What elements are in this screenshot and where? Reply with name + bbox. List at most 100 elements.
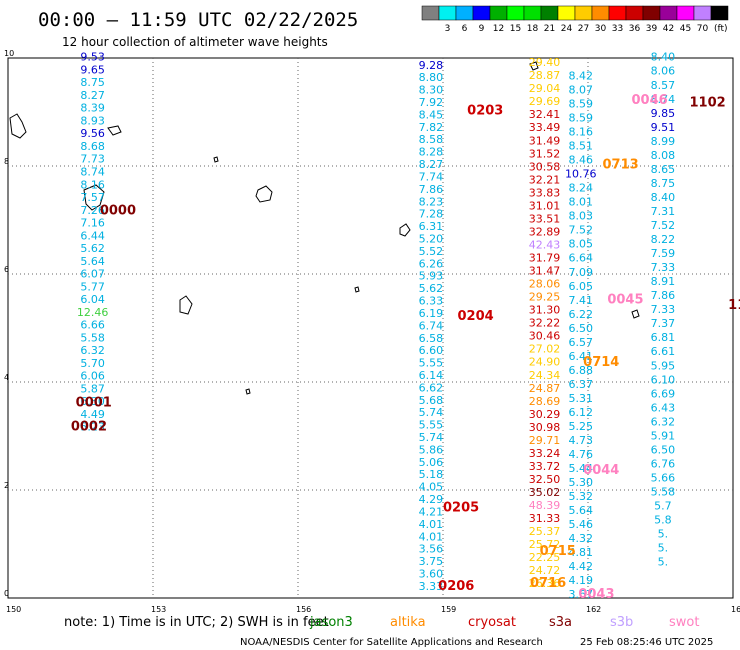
wave-height-label: 30.58 [529,160,561,173]
wave-height-label: 6.33 [419,295,444,308]
pass-time-label: 0002 [71,420,107,435]
source-label: altika [390,615,426,630]
wave-height-label: 8.39 [80,102,105,115]
wave-height-label: 30.29 [529,408,561,421]
wave-height-label: 29.71 [529,434,561,447]
pass-time-label: 0000 [100,204,136,219]
wave-height-label: 3.67 [569,588,594,601]
wave-height-label: 7.92 [419,96,444,109]
wave-height-label: 33.51 [529,212,561,225]
legend-label: 70 [697,24,709,34]
chart-title: 00:00 – 11:59 UTC 02/22/2025 [38,9,358,31]
wave-height-label: 7.52 [569,224,594,237]
legend-label: 24 [561,24,573,34]
wave-height-label: 8.99 [651,135,676,148]
wave-height-label: 5.58 [651,485,676,498]
legend-swatch [540,5,559,21]
wave-height-label: 8.74 [80,165,105,178]
pass-time-label: 0001 [76,395,112,410]
wave-height-label: 26.36 [529,577,561,590]
wave-height-label: 6.31 [419,220,444,233]
wave-height-label: 5.58 [80,331,105,344]
wave-height-label: 8.06 [651,65,676,78]
wave-height-label: 6.69 [651,387,676,400]
wave-height-label: 8.42 [569,70,594,83]
island-outline [107,125,122,136]
legend-swatch [591,5,610,21]
wave-height-label: 8.08 [651,149,676,162]
gridlines [8,58,733,598]
wave-height-label: 7.37 [651,317,676,330]
wave-height-label: 7.33 [651,261,676,274]
wave-height-label: 31.47 [529,265,561,278]
wave-height-label: 6.26 [419,257,444,270]
wave-height-label: 7.57 [80,191,105,204]
wave-height-label: 6.22 [569,308,594,321]
wave-height-label: 22.25 [529,551,561,564]
wave-height-label: 10.76 [565,168,597,181]
wave-height-label: 8.58 [419,133,444,146]
legend-label: 39 [646,24,658,34]
wave-height-label: 5.06 [419,456,444,469]
wave-height-label: 28.87 [529,69,561,82]
legend-label: 33 [612,24,623,34]
wave-height-label: 32.21 [529,173,561,186]
wave-height-label: 32.22 [529,317,561,330]
wave-height-label: 8.23 [419,195,444,208]
wave-height-label: 5.52 [419,245,444,258]
wave-height-label: 7.41 [569,294,594,307]
wave-height-label: 7.26 [80,204,105,217]
wave-height-label: 24.90 [529,356,561,369]
wave-height-label: 6.50 [569,322,594,335]
wave-height-label: 5.74 [419,431,444,444]
wave-height-label: 5.64 [80,255,105,268]
wave-height-label: 7.31 [651,205,676,218]
pass-time-label: 0716 [530,576,566,591]
pass-time-label: 0043 [578,587,614,602]
legend-swatch [506,5,525,21]
wave-height-label: 6.04 [80,293,105,306]
y-tick-label: 2 [4,481,9,490]
wave-height-label: 6.64 [569,252,594,265]
legend-label: 12 [493,24,504,34]
wave-height-label: 27.02 [529,343,561,356]
wave-height-label: 5.86 [419,443,444,456]
wave-height-label: 6.32 [651,415,676,428]
island-outline [631,309,640,319]
wave-height-label: 5.68 [419,394,444,407]
wave-height-label: 6.06 [80,370,105,383]
footer-credit: NOAA/NESDIS Center for Satellite Applica… [240,637,543,648]
wave-height-label: 8.46 [569,154,594,167]
wave-height-label: 4.49 [80,408,105,421]
wave-height-label: 8.51 [569,140,594,153]
wave-height-label: 8.27 [419,158,444,171]
wave-height-label: 5. [658,556,669,569]
pass-time-label: 0044 [583,463,619,478]
x-tick-label: 165 [731,605,740,614]
wave-height-label: 35.02 [529,486,561,499]
wave-height-label: 7.86 [419,183,444,196]
y-tick-label: 6 [4,265,9,274]
wave-height-label: 5.95 [651,359,676,372]
wave-height-label: 7.09 [569,266,594,279]
pass-time-label: 0206 [438,579,474,594]
wave-height-label: 8.75 [80,76,105,89]
wave-height-label: 5.30 [569,476,594,489]
wave-height-label: 9.56 [80,127,105,140]
y-tick-label: 0 [4,589,9,598]
wave-height-label: 25.37 [529,525,561,538]
source-label: s3b [610,615,633,630]
island-outline [354,286,360,293]
wave-height-label: 8.40 [651,191,676,204]
legend-swatch [438,5,457,21]
wave-height-label: 6.60 [419,344,444,357]
wave-height-label: 5. [658,528,669,541]
y-tick-label: 8 [4,157,9,166]
wave-height-label: 24.34 [529,369,561,382]
wave-height-label: 28.69 [529,395,561,408]
pass-time-label: 0203 [467,104,503,119]
wave-height-label: 7.52 [651,219,676,232]
wave-height-label: 9.65 [80,63,105,76]
wave-height-label: 31.01 [529,199,561,212]
